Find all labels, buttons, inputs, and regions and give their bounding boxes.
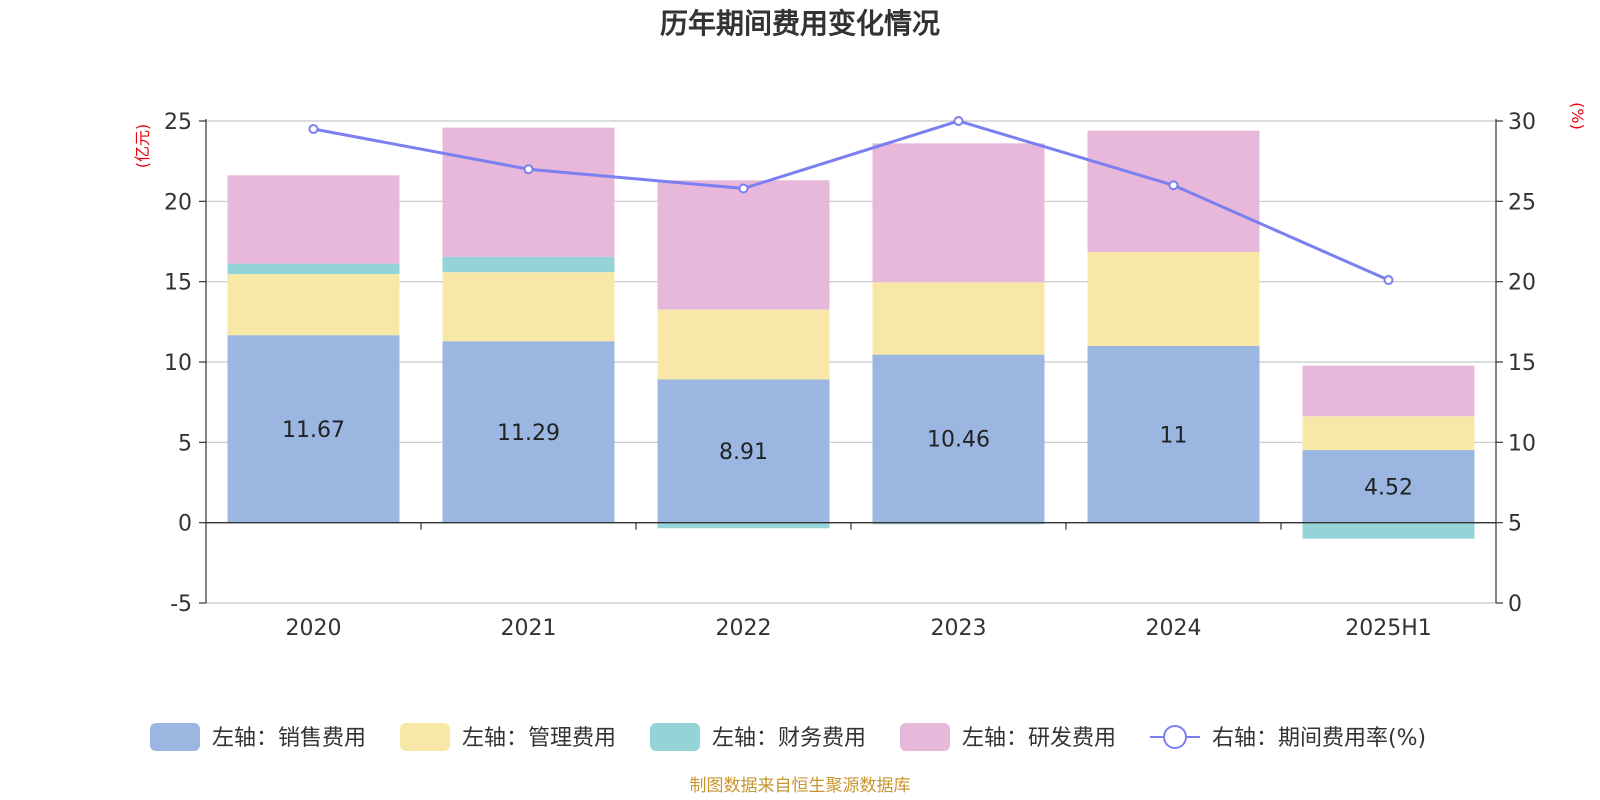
bar-segment <box>657 379 830 523</box>
left-axis-tick-label: 25 <box>164 110 192 135</box>
bar-segment <box>657 309 830 380</box>
x-axis-tick-label: 2025H1 <box>1345 616 1432 641</box>
bar-segment <box>1302 365 1475 417</box>
rate-point <box>953 116 964 126</box>
left-axis-tick-label: 20 <box>164 190 192 215</box>
right-axis-tick-label: 10 <box>1508 431 1536 456</box>
left-axis-unit: (亿元) <box>133 124 152 169</box>
bar-segment <box>1087 251 1260 346</box>
rate-point <box>738 183 749 194</box>
legend-swatch <box>900 723 950 751</box>
x-axis-tick-label: 2020 <box>286 616 342 641</box>
rate-point <box>308 124 319 135</box>
left-axis-tick-label: 0 <box>178 512 192 537</box>
bar-value-label: 10.46 <box>927 428 990 453</box>
bar-segment <box>1302 522 1475 539</box>
bar-segment <box>1087 345 1260 523</box>
bar-value-label: 11.67 <box>282 418 345 443</box>
bar-labels: 11.67 11.29 8.91 10.46 11 4.52 <box>282 418 1413 500</box>
right-axis-tick-label: 30 <box>1508 110 1536 135</box>
right-axis-tick-label: 0 <box>1508 592 1522 617</box>
legend-swatch <box>650 723 700 751</box>
bar-segment <box>442 127 615 257</box>
bar-segment <box>227 175 400 264</box>
bar-segment <box>227 274 400 336</box>
bar-segment <box>1302 416 1475 451</box>
legend-label: 左轴：管理费用 <box>462 726 616 751</box>
bar-segment <box>872 522 1045 525</box>
right-axis-unit: (%) <box>1568 102 1587 130</box>
bar-segment <box>1302 450 1475 523</box>
bar-value-label: 11.29 <box>497 421 560 446</box>
bar-segment <box>442 256 615 273</box>
bar-value-label: 11 <box>1160 423 1188 448</box>
bar-segment <box>227 335 400 523</box>
legend-swatch <box>400 723 450 751</box>
bar-value-label: 4.52 <box>1364 475 1413 500</box>
rate-point <box>1383 275 1394 286</box>
legend-label: 左轴：财务费用 <box>712 726 866 751</box>
bar-value-label: 8.91 <box>719 440 768 465</box>
right-axis-tick-label: 5 <box>1508 512 1522 537</box>
bar-segment <box>657 180 830 310</box>
right-axis-tick-label: 20 <box>1508 271 1536 296</box>
bar-segment <box>872 354 1045 523</box>
bar-segment <box>872 282 1045 355</box>
legend-label: 左轴：研发费用 <box>962 726 1116 751</box>
legend-circle-marker <box>1163 725 1187 749</box>
x-axis-tick-label: 2024 <box>1146 616 1202 641</box>
rate-line <box>313 119 1390 282</box>
rate-point <box>523 164 534 175</box>
bar-segment <box>1087 130 1260 252</box>
right-axis-tick-label: 15 <box>1508 351 1536 376</box>
rate-line-series <box>308 116 1394 286</box>
left-axis-tick-label: 15 <box>164 271 192 296</box>
left-axis-tick-label: 5 <box>178 431 192 456</box>
bar-segment <box>442 272 615 342</box>
rate-point <box>1168 180 1179 191</box>
bar-segment <box>657 522 830 529</box>
x-axis-tick-label: 2023 <box>931 616 987 641</box>
source-note: 制图数据来自恒生聚源数据库 <box>690 776 911 796</box>
x-axis-tick-label: 2021 <box>501 616 557 641</box>
left-axis-tick-label: -5 <box>170 592 192 617</box>
legend-swatch <box>150 723 200 751</box>
chart-title: 历年期间费用变化情况 <box>660 7 940 40</box>
right-axis-tick-label: 25 <box>1508 190 1536 215</box>
bar-segment <box>227 263 400 275</box>
legend-label: 右轴：期间费用率(%) <box>1212 726 1426 751</box>
bar-segment <box>442 341 615 523</box>
bar-segment <box>872 143 1045 283</box>
x-axis-tick-label: 2022 <box>716 616 772 641</box>
bar-series-group <box>227 127 1475 539</box>
legend-label: 左轴：销售费用 <box>212 726 366 751</box>
left-axis-tick-label: 10 <box>164 351 192 376</box>
legend: 左轴：销售费用 左轴：管理费用 左轴：财务费用 左轴：研发费用 右轴：期间费用率(%) <box>150 723 1426 751</box>
axes: -5 0 5 10 15 20 25 0 5 10 15 20 25 30 2020 2021 2022 2023… <box>164 110 1536 641</box>
